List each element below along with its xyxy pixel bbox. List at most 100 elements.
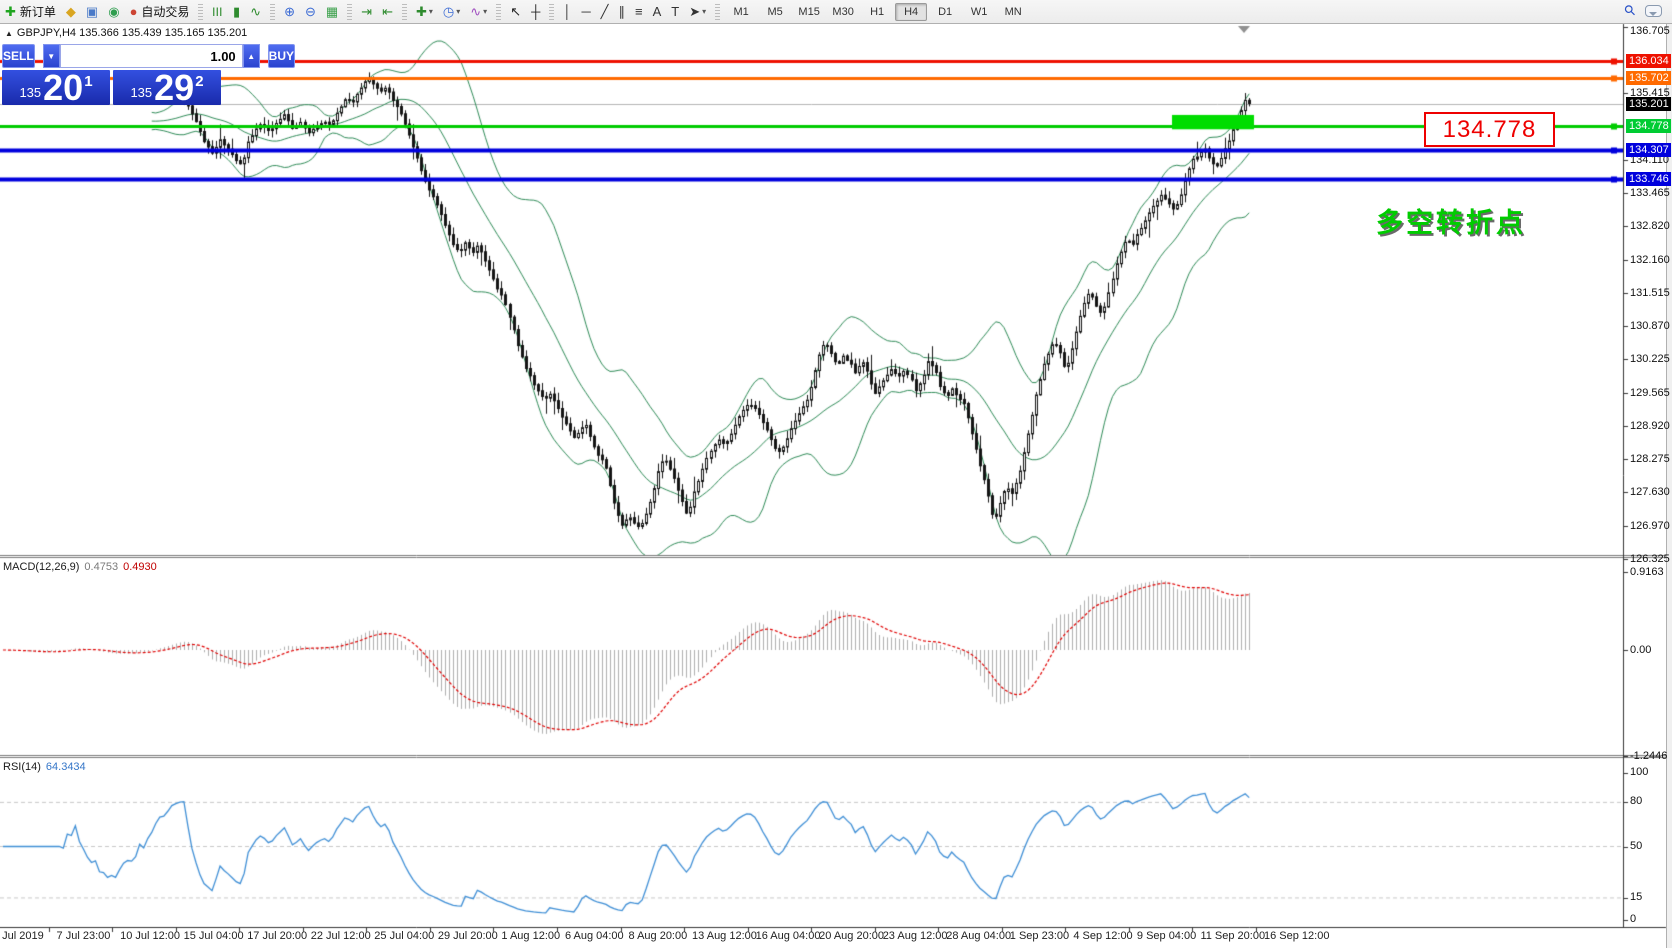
zoom-out-button[interactable]: ⊖ (301, 2, 320, 21)
periods-button[interactable]: ◷ ▾ (439, 2, 464, 21)
tf-button-m1[interactable]: M1 (733, 5, 749, 18)
time-label: 25 Jul 04:00 (374, 930, 435, 942)
rsi-value: 64.3434 (45, 761, 86, 773)
tf-button-w1[interactable]: W1 (970, 5, 988, 18)
tf-button-h1[interactable]: H1 (870, 5, 885, 18)
rsi-axis-label: 80 (1630, 795, 1643, 808)
bar-chart-button[interactable]: ||| (208, 2, 227, 21)
chart-shift-button[interactable]: ⇤ (378, 2, 397, 21)
price-tick-label: 136.705 (1630, 25, 1670, 37)
price-tick-label: 134.110 (1630, 154, 1669, 166)
price-tick-label: 126.970 (1630, 519, 1670, 532)
trendline-icon: ╱ (600, 4, 609, 19)
tf-button-h4[interactable]: H4 (895, 2, 928, 21)
tf-button-mn[interactable]: MN (1004, 5, 1022, 18)
price-tick-label: 135.415 (1630, 87, 1670, 100)
symbol-ohlc-line: ▲ GBPJPY,H4 135.366 135.439 135.165 135.2… (5, 27, 247, 39)
cursor-button[interactable]: ↖ (506, 2, 525, 21)
zoom-in-button[interactable]: ⊕ (280, 2, 299, 21)
fibonacci-icon: ≡ (634, 4, 643, 19)
text-label-icon: T (671, 4, 680, 19)
signals-icon: ◉ (108, 4, 120, 19)
buy-price-prefix: 135 (130, 85, 153, 100)
horizontal-line-icon: ─ (581, 4, 591, 19)
price-tick-label: 128.920 (1630, 419, 1670, 432)
volume-input[interactable] (59, 44, 243, 68)
time-label: 16 Sep 12:00 (1264, 930, 1330, 942)
new-chart-icon: ✚ (415, 4, 427, 19)
time-label: 3 Jul 2019 (0, 930, 44, 942)
text-label-button[interactable]: T (667, 2, 683, 21)
price-badge: 134.307 (1626, 142, 1671, 157)
rsi-axis-label: 0 (1630, 913, 1637, 925)
line-chart-icon: ∿ (250, 4, 262, 19)
price-callout-box[interactable]: 134.778 (1424, 112, 1555, 147)
templates-icon: ∿ (470, 4, 482, 19)
macd-axis-label: 0.9163 (1630, 566, 1664, 579)
tf-button-m15[interactable]: M15 (798, 5, 820, 18)
turning-point-note[interactable]: 多空转折点 (1376, 208, 1526, 238)
terminal-button[interactable]: ▣ (82, 2, 102, 21)
price-tick-label: 132.160 (1630, 253, 1670, 266)
tile-windows-button[interactable]: ▦ (322, 2, 342, 21)
candlestick-button[interactable]: ▮ (229, 2, 244, 21)
collapse-arrow-icon[interactable]: ▲ (5, 29, 13, 38)
price-tick-label: 129.565 (1630, 386, 1670, 399)
price-tick-label: 127.630 (1630, 485, 1670, 498)
sell-price-prefix: 135 (19, 85, 42, 100)
volume-up-button[interactable]: ▲ (242, 44, 260, 68)
auto-scroll-button[interactable]: ⇥ (357, 2, 376, 21)
volume-down-button[interactable]: ▼ (42, 44, 60, 68)
tf-button-m30[interactable]: M30 (832, 5, 854, 18)
chart-profiles-icon: ◆ (65, 4, 76, 19)
buy-price-box[interactable]: 135 29 2 (113, 70, 221, 106)
price-tick-label: 131.515 (1630, 286, 1670, 299)
crosshair-button[interactable]: ┼ (527, 2, 544, 21)
toolbar-separator (401, 3, 407, 20)
vertical-line-button[interactable]: │ (559, 2, 575, 21)
buy-button[interactable]: BUY (267, 44, 296, 68)
toolbar-buttons: ✚ 新订单 ◆ ▣ ◉ ● 自动交易 ||| ▮ ∿ ⊕ ⊖ ▦ ⇥ ⇤ ✚ ▾ ◷ ▾ ∿ ▾ ↖ ┼ │ ─ ╱ ∥ ≡ A T ➤ ▾ (0, 2, 711, 21)
tf-button-m5[interactable]: M5 (767, 5, 783, 18)
macd-main-value: 0.4753 (84, 561, 119, 573)
horizontal-line-button[interactable]: ─ (577, 2, 594, 21)
search-icon[interactable]: ⚲ (1620, 0, 1639, 20)
trendline-button[interactable]: ╱ (597, 2, 613, 21)
chat-icon[interactable] (1645, 4, 1662, 17)
price-badge: 135.702 (1626, 71, 1671, 86)
text-button[interactable]: A (649, 2, 666, 21)
toolbar: ✚ 新订单 ◆ ▣ ◉ ● 自动交易 ||| ▮ ∿ ⊕ ⊖ ▦ ⇥ ⇤ ✚ ▾ ◷ ▾ ∿ ▾ ↖ ┼ │ ─ ╱ ∥ ≡ A T ➤ ▾ … (0, 0, 1672, 24)
buy-price-pip: 2 (195, 73, 204, 90)
channel-button[interactable]: ∥ (614, 2, 629, 21)
text-icon: A (652, 4, 662, 19)
price-tick-label: 133.465 (1630, 187, 1670, 200)
autotrade-button[interactable]: ● 自动交易 (126, 2, 194, 21)
zoom-out-icon: ⊖ (304, 4, 316, 19)
chart-profiles-button[interactable]: ◆ (62, 2, 80, 21)
sell-price-main: 20 (43, 67, 84, 108)
price-badge: 136.034 (1626, 54, 1671, 69)
fibonacci-button[interactable]: ≡ (631, 2, 647, 21)
time-label: 28 Aug 04:00 (946, 930, 1012, 942)
price-tick-label: 128.275 (1630, 452, 1670, 465)
sell-button[interactable]: SELL (2, 44, 35, 68)
templates-button[interactable]: ∿ ▾ (466, 2, 491, 21)
new-order-label: 新订单 (19, 5, 56, 19)
time-label: 7 Jul 23:00 (56, 930, 111, 942)
time-label: 9 Sep 04:00 (1136, 930, 1197, 942)
signals-button[interactable]: ◉ (104, 2, 123, 21)
time-label: 20 Aug 20:00 (819, 930, 884, 942)
macd-axis-label: -1.2446 (1630, 749, 1668, 762)
new-order-button[interactable]: ✚ 新订单 (1, 2, 60, 21)
new-chart-button[interactable]: ✚ ▾ (412, 2, 437, 21)
arrows-button[interactable]: ➤ ▾ (685, 2, 710, 21)
channel-icon: ∥ (618, 4, 625, 19)
time-label: 29 Jul 20:00 (437, 930, 498, 942)
time-label: 4 Sep 12:00 (1073, 930, 1133, 942)
auto-scroll-icon: ⇥ (361, 4, 373, 19)
tf-button-d1[interactable]: D1 (938, 5, 953, 18)
arrows-icon: ➤ (689, 4, 701, 19)
sell-price-box[interactable]: 135 20 1 (2, 67, 110, 108)
line-chart-button[interactable]: ∿ (246, 2, 265, 21)
